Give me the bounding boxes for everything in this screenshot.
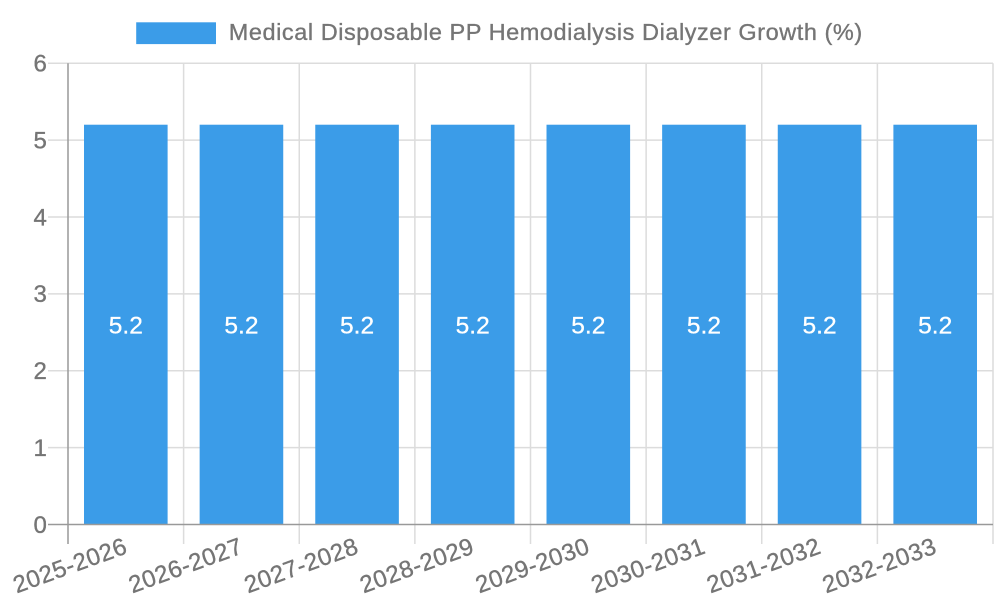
- svg-text:2030-2031: 2030-2031: [588, 533, 709, 599]
- svg-text:2025-2026: 2025-2026: [10, 533, 131, 599]
- svg-text:0: 0: [33, 512, 46, 539]
- svg-text:4: 4: [33, 204, 46, 231]
- svg-text:5.2: 5.2: [918, 313, 952, 340]
- svg-text:2028-2029: 2028-2029: [356, 533, 477, 599]
- svg-text:5.2: 5.2: [803, 313, 837, 340]
- svg-text:5: 5: [33, 127, 46, 154]
- svg-text:3: 3: [33, 281, 46, 308]
- svg-text:5.2: 5.2: [687, 313, 721, 340]
- svg-text:2032-2033: 2032-2033: [819, 533, 940, 599]
- svg-text:6: 6: [33, 51, 46, 78]
- svg-text:5.2: 5.2: [224, 313, 258, 340]
- svg-text:2026-2027: 2026-2027: [125, 533, 246, 599]
- svg-text:1: 1: [33, 435, 46, 462]
- svg-text:5.2: 5.2: [340, 313, 374, 340]
- svg-text:2031-2032: 2031-2032: [703, 533, 824, 599]
- svg-text:2: 2: [33, 358, 46, 385]
- svg-text:5.2: 5.2: [456, 313, 490, 340]
- svg-text:2029-2030: 2029-2030: [472, 533, 593, 599]
- svg-text:5.2: 5.2: [109, 313, 143, 340]
- svg-text:2027-2028: 2027-2028: [241, 533, 362, 599]
- svg-text:5.2: 5.2: [571, 313, 605, 340]
- svg-text:Medical Disposable PP Hemodial: Medical Disposable PP Hemodialysis Dialy…: [229, 19, 863, 45]
